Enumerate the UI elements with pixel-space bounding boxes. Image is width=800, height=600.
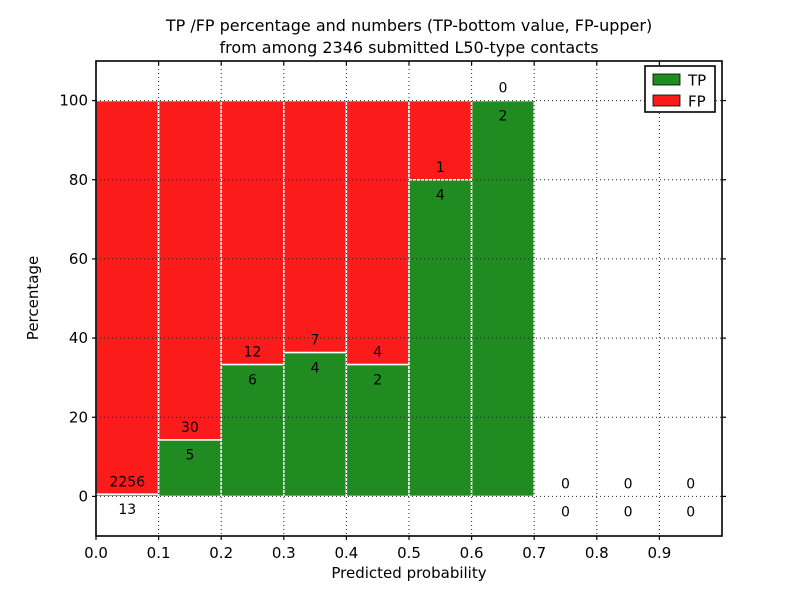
x-tick-label: 0.8	[585, 544, 609, 562]
bar-tp-bin6	[470, 99, 535, 498]
y-axis-label: Percentage	[24, 256, 42, 340]
x-axis-label: Predicted probability	[331, 564, 486, 582]
x-tick-label: 0.6	[460, 544, 484, 562]
fp-count-bin5: 1	[436, 160, 445, 176]
bar-fp-bin0	[95, 99, 160, 495]
fp-count-bin2: 12	[244, 345, 262, 361]
gridlines-layer	[96, 61, 722, 536]
y-tick-label: 60	[69, 250, 88, 268]
tp-count-bin2: 6	[248, 372, 257, 388]
tp-count-bin3: 4	[311, 360, 320, 376]
tick-labels-layer: 0.0 0.1 0.2 0.3 0.4 0.5 0.6 0.7 0.8 0.90204060801…	[59, 92, 671, 562]
legend-label-fp: FP	[688, 93, 706, 111]
y-tick-label: 0	[78, 487, 88, 505]
fp-count-bin3: 7	[311, 333, 320, 349]
fp-count-bin6: 0	[498, 81, 507, 97]
tp-count-bin6: 2	[498, 108, 507, 124]
legend-label-tp: TP	[687, 72, 706, 90]
fp-count-bin0: 2256	[109, 474, 145, 490]
bar-fp-bin3	[283, 99, 348, 354]
chart-title-line2: from among 2346 submitted L50-type conta…	[219, 38, 598, 57]
y-tick-label: 20	[69, 408, 88, 426]
axes-layer	[92, 60, 726, 540]
bar-fp-bin1	[157, 99, 222, 441]
legend-swatch-tp	[652, 73, 681, 86]
fp-count-bin4: 4	[373, 345, 382, 361]
count-labels-layer: 2256 13 30 5 12 6 7 4 4 2 1 4 0 2 0 0 0 0 0 0	[109, 81, 695, 521]
y-tick-label: 80	[69, 171, 88, 189]
tp-count-bin4: 2	[373, 372, 382, 388]
tp-count-bin7: 0	[561, 504, 570, 520]
fp-count-bin7: 0	[561, 477, 570, 493]
x-tick-label: 0.5	[397, 544, 421, 562]
x-tick-label: 0.3	[272, 544, 296, 562]
x-tick-label: 0.0	[84, 544, 108, 562]
tp-count-bin9: 0	[686, 504, 695, 520]
tp-count-bin8: 0	[624, 504, 633, 520]
bar-fp-bin2	[220, 99, 285, 366]
x-tick-label: 0.4	[334, 544, 358, 562]
x-tick-label: 0.1	[147, 544, 171, 562]
x-tick-label: 0.9	[647, 544, 671, 562]
y-tick-label: 40	[69, 329, 88, 347]
legend-swatch-fp	[652, 94, 681, 107]
x-tick-label: 0.2	[209, 544, 233, 562]
tp-count-bin5: 4	[436, 188, 445, 204]
tp-count-bin1: 5	[185, 448, 194, 464]
tp-count-bin0: 13	[118, 502, 136, 518]
fp-count-bin9: 0	[686, 477, 695, 493]
bar-fp-bin5	[408, 99, 473, 181]
y-tick-label: 100	[59, 92, 88, 110]
legend: TP FP	[644, 65, 716, 113]
fp-count-bin8: 0	[624, 477, 633, 493]
chart-title-line1: TP /FP percentage and numbers (TP-bottom…	[165, 16, 652, 35]
x-tick-label: 0.7	[522, 544, 546, 562]
bar-fp-bin4	[345, 99, 410, 366]
fp-count-bin1: 30	[181, 420, 199, 436]
bars-layer	[95, 99, 535, 498]
